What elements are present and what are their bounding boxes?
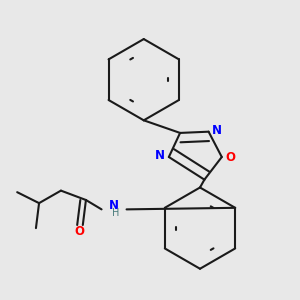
Text: N: N bbox=[212, 124, 221, 136]
Text: O: O bbox=[226, 151, 236, 164]
Text: N: N bbox=[155, 149, 165, 162]
Text: H: H bbox=[112, 208, 119, 218]
Text: O: O bbox=[75, 225, 85, 239]
Text: N: N bbox=[109, 199, 119, 212]
